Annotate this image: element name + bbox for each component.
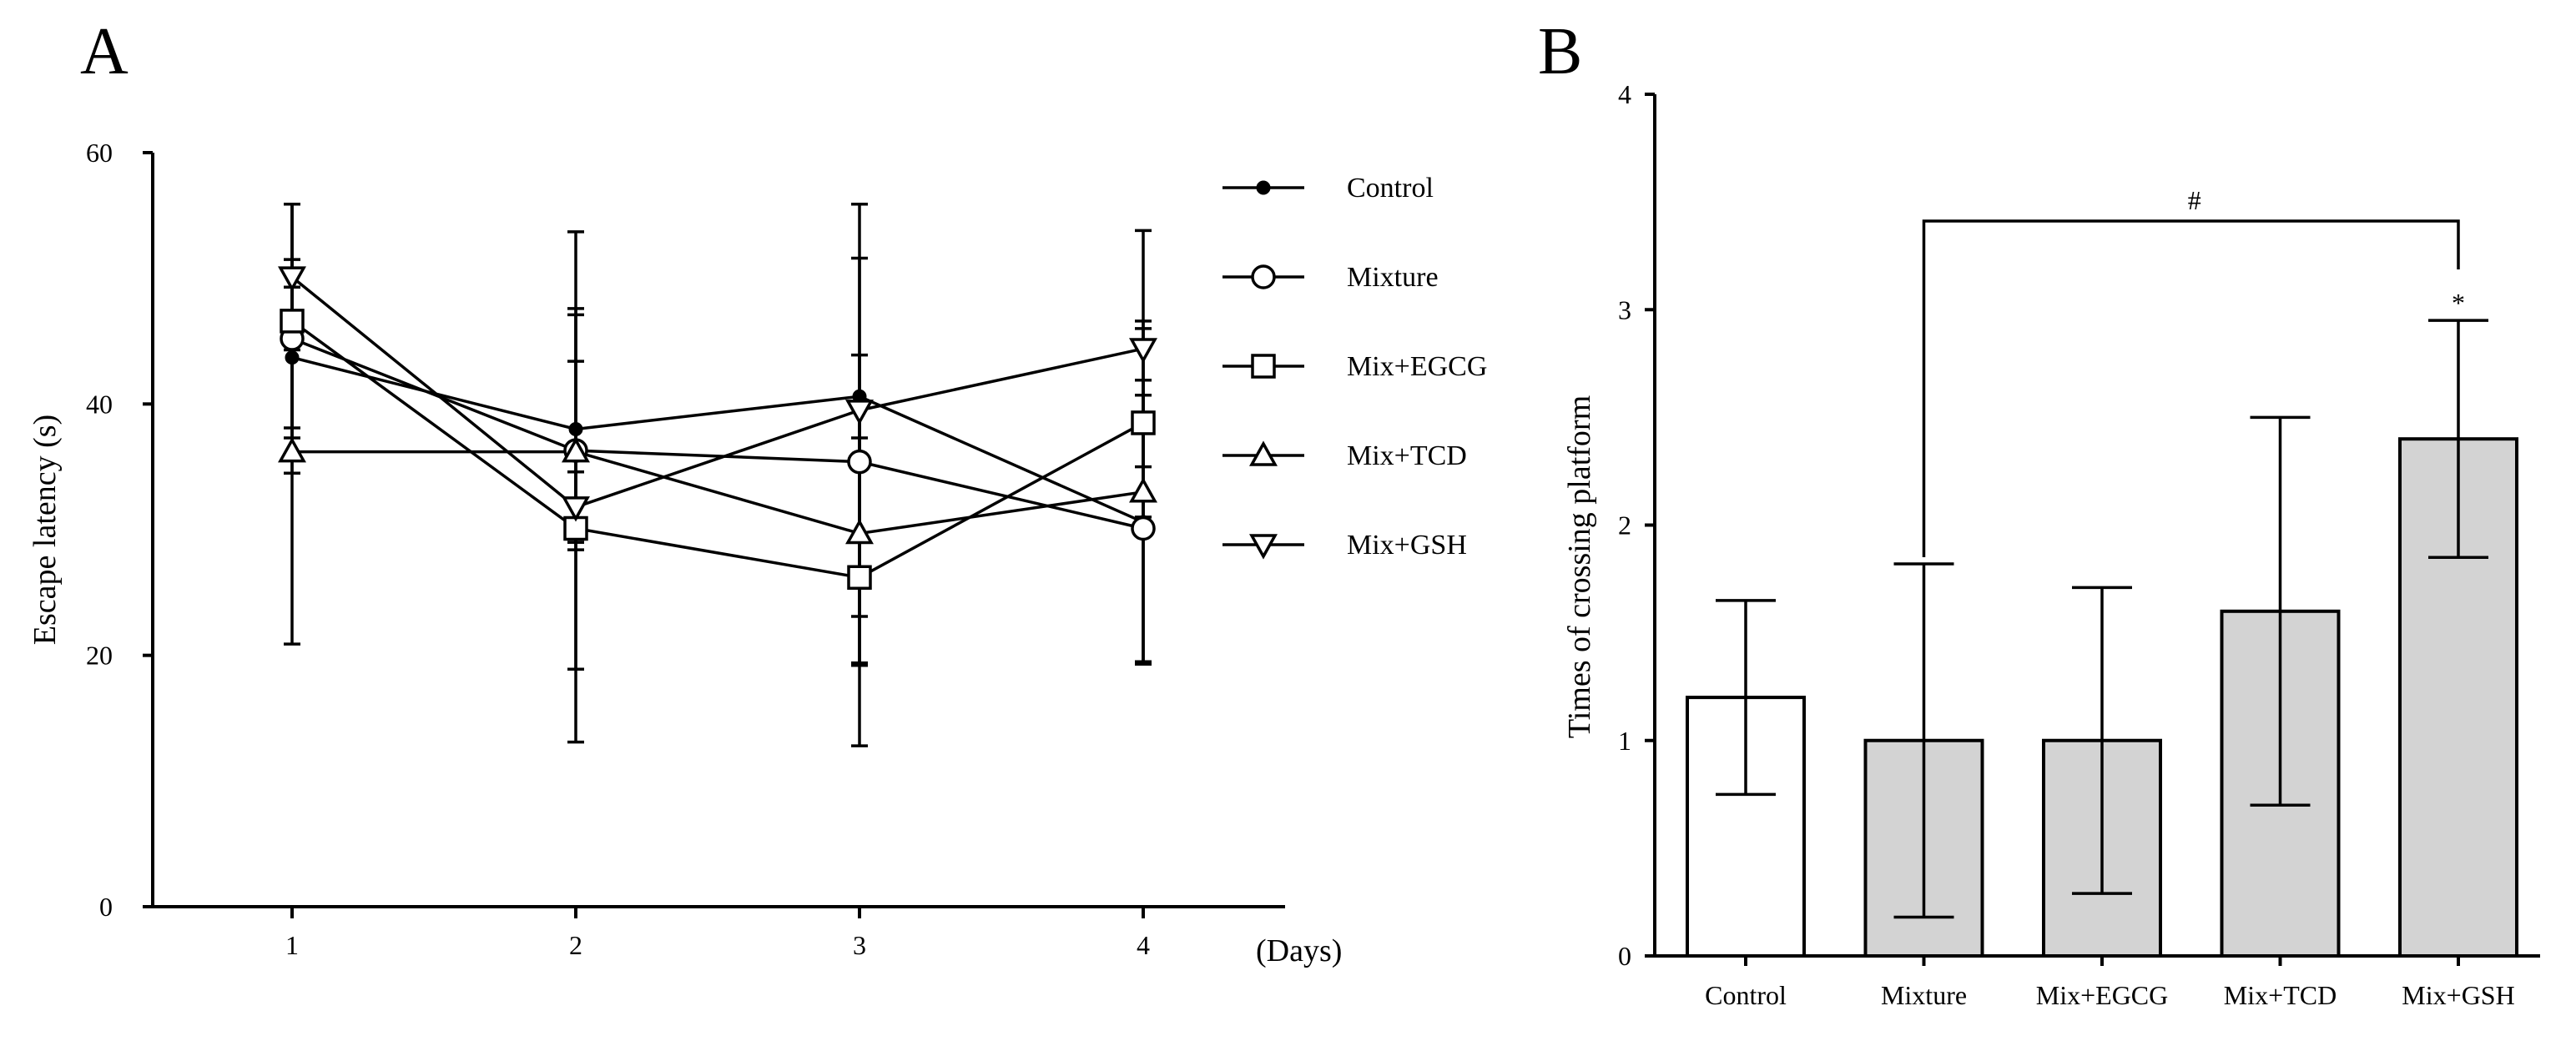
chart-a-series-lines [290,275,1144,580]
legend-label-control: Control [1347,173,1434,204]
chart-b-y-ticks: 0 1 2 3 4 [1618,79,1655,971]
chart-b-y-tick-label: 3 [1618,294,1631,324]
chart-b: 0 1 2 3 4 Control Mixture Mix+EGCG Mix+TCD Mix+G… [1562,79,2540,1010]
point-mix-tcd [562,437,590,463]
point-mix-tcd [1129,477,1157,503]
series-line-mix-tcd [292,450,1144,536]
point-control [285,350,300,365]
point-mix-gsh [562,496,590,522]
point-mix-gsh [1129,338,1157,364]
chart-a: 0 20 40 60 1 2 3 4 Escape latency (s) (Days) C… [28,138,1487,968]
chart-a-x-tick-label: 3 [853,930,866,960]
chart-a-x-tick-label: 1 [285,930,299,960]
point-mixture [1131,515,1156,541]
legend-marker-mix-egcg [1251,354,1276,379]
chart-a-x-ticks: 1 2 3 4 [285,907,1150,960]
point-mix-tcd [278,437,306,463]
chart-a-error-bars [284,203,1152,747]
point-mix-gsh [845,400,874,425]
chart-b-x-ticks: Control Mixture Mix+EGCG Mix+TCD Mix+GSH [1705,956,2515,1010]
point-mix-egcg [563,515,588,541]
legend-label-mix-tcd: Mix+TCD [1347,440,1467,471]
legend-label-mixture: Mixture [1347,262,1439,293]
chart-a-y-tick-label: 40 [86,389,113,419]
chart-a-x-tick-label: 2 [569,930,582,960]
chart-a-y-axis-label: Escape latency (s) [28,415,63,645]
legend-marker-control [1256,180,1271,195]
chart-a-x-tick-label: 4 [1137,930,1150,960]
chart-b-y-tick-label: 1 [1618,726,1631,756]
chart-a-y-tick-label: 60 [86,138,113,168]
point-mix-egcg [280,309,305,334]
chart-b-y-tick-label: 2 [1618,510,1631,541]
chart-b-x-tick-label: Mix+TCD [2224,980,2337,1010]
legend-marker-mixture [1251,264,1276,289]
point-mix-gsh [278,266,306,292]
point-mix-egcg [1131,410,1156,435]
point-mixture [847,449,872,475]
chart-b-error-bars [1716,319,2488,919]
chart-b-x-tick-label: Control [1705,980,1787,1010]
point-mix-egcg [847,565,872,591]
significance-bracket [1922,219,2460,557]
legend-label-mix-egcg: Mix+EGCG [1347,351,1487,382]
panel-label-b: B [1538,15,1582,88]
chart-a-x-axis-label: (Days) [1256,933,1342,968]
panel-label-a: A [80,15,129,88]
chart-a-axes [151,153,1285,908]
legend-marker-mix-tcd [1249,440,1278,466]
chart-a-y-tick-label: 20 [86,641,113,671]
chart-b-annotations: #* [1922,185,2465,557]
chart-b-x-tick-label: Mix+GSH [2402,980,2514,1010]
chart-a-markers [278,266,1157,591]
point-mix-tcd [845,518,874,545]
significance-hash-label: # [2188,185,2201,215]
chart-b-y-tick-label: 0 [1618,941,1631,971]
chart-a-legend: Control Mixture Mix+EGCG Mix+TCD Mix+GSH [1222,173,1487,561]
chart-a-y-ticks: 0 20 40 60 [86,138,153,922]
significance-star-label: * [2452,288,2465,318]
legend-marker-mix-gsh [1249,534,1278,560]
series-line-mixture [291,337,1144,531]
series-line-mix-egcg [290,319,1144,580]
point-control [568,421,583,436]
chart-b-y-tick-label: 4 [1618,79,1631,109]
chart-b-y-axis-label: Times of crossing platform [1562,395,1597,738]
chart-b-x-tick-label: Mixture [1881,980,1967,1010]
legend-label-mix-gsh: Mix+GSH [1347,530,1467,561]
chart-a-y-tick-label: 0 [99,892,113,922]
chart-b-x-tick-label: Mix+EGCG [2036,980,2169,1010]
series-line-mix-gsh [290,275,1144,509]
